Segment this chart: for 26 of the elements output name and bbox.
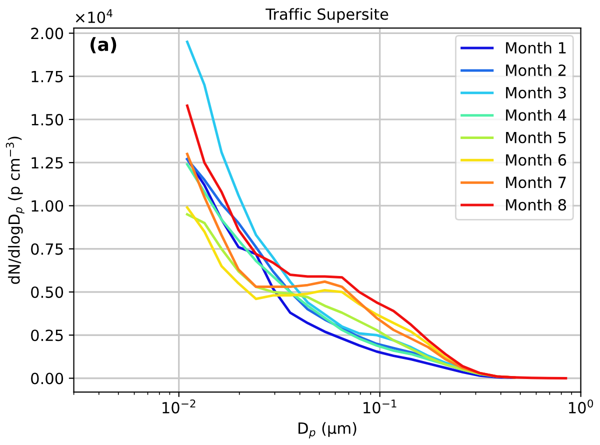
x-tick-label: 10$^{−2}$: [162, 399, 196, 414]
legend-label: Month 8: [506, 198, 566, 211]
y-tick-label: 0.50: [31, 286, 64, 298]
legend-label: Month 1: [506, 42, 566, 54]
y-tick-label: 1.00: [32, 200, 64, 212]
y-tick-label: 0.00: [31, 372, 64, 384]
annotation: (a): [90, 37, 116, 54]
legend-label: Month 3: [506, 86, 566, 98]
legend-label: Month 4: [506, 109, 566, 121]
y-tick-label: 2.00: [31, 28, 64, 40]
y-axis-title: dN/dlogD$_{p}$ (p cm$^{−3}$): [6, 136, 24, 284]
text: ×10$^{4}$: [76, 9, 112, 24]
y-tick-label: 1.75: [32, 71, 63, 82]
legend-label: Month 2: [506, 64, 566, 76]
x-tick-label: 10$^{0}$: [569, 399, 594, 414]
line-series: [186, 104, 568, 380]
chart-title: Traffic Supersite: [266, 8, 388, 23]
legend-label: Month 7: [506, 176, 566, 188]
y-tick-label: 0.25: [31, 330, 63, 342]
legend-label: Month 6: [506, 154, 566, 166]
y-tick-label: 1.25: [32, 157, 63, 169]
y-tick-label: 1.50: [32, 114, 64, 126]
legend-label: Month 5: [506, 131, 566, 144]
x-tick-label: 10$^{−1}$: [364, 400, 396, 414]
x-axis-title: D$_{p}$ (μm): [298, 422, 356, 438]
y-tick-label: 0.75: [31, 243, 63, 255]
